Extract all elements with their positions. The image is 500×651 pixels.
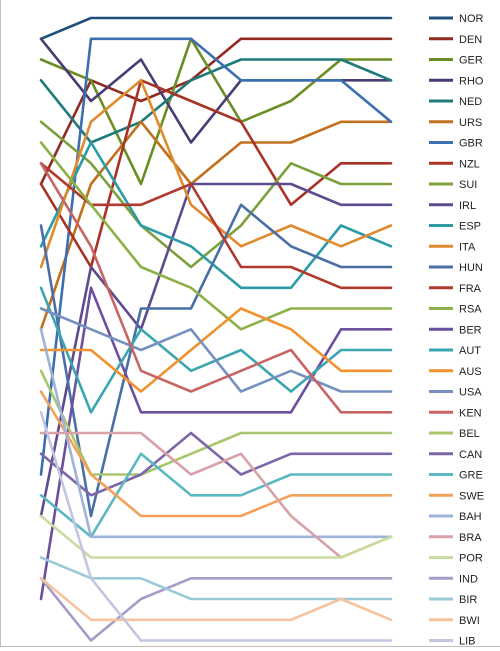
series-line-bah [39,328,393,539]
series-line-nzl [39,79,393,269]
series-line-bir [39,556,393,601]
series-line-ger [39,37,393,186]
series-layer [39,16,393,642]
legend-label-gbr: GBR [459,138,483,150]
legend-label-lib: LIB [459,636,476,647]
legend-label-aut: AUT [459,345,481,357]
series-line-bra [39,431,393,559]
legend-label-rsa: RSA [459,304,482,316]
legend-label-esp: ESP [459,221,481,233]
legend-label-fra: FRA [459,283,482,295]
series-line-rho [39,37,393,144]
series-line-gbr [39,37,393,476]
legend-label-ned: NED [459,96,482,108]
legend-label-swe: SWE [459,490,484,502]
legend-label-por: POR [459,553,483,565]
legend-label-ger: GER [459,55,483,67]
series-line-bwi [39,577,393,622]
series-line-fra [39,162,393,290]
legend-label-usa: USA [459,387,482,399]
series-line-ken [39,162,393,414]
series-line-lib [39,411,393,642]
legend-label-gre: GRE [459,470,483,482]
series-line-nor [39,16,393,41]
legend-label-den: DEN [459,34,482,46]
legend-label-sui: SUI [459,179,477,191]
legend-label-bwi: BWI [459,615,480,627]
legend-label-can: CAN [459,449,482,461]
legend-label-bah: BAH [459,511,482,523]
series-line-swe [39,390,393,518]
legend-label-bir: BIR [459,594,477,606]
series-line-ned [39,58,393,144]
legend-label-ken: KEN [459,407,482,419]
series-line-ita [39,79,393,269]
legend-label-bra: BRA [459,532,482,544]
legend-label-irl: IRL [459,200,476,212]
series-line-aut [39,286,393,414]
series-line-aus [39,307,393,393]
legend-label-bel: BEL [459,428,480,440]
series-line-sui [39,120,393,269]
legend-label-nor: NOR [459,13,484,25]
series-line-esp [39,141,393,290]
legend-label-nzl: NZL [459,158,480,170]
series-line-rsa [39,141,393,331]
legend-label-aus: AUS [459,366,482,378]
legend-label-hun: HUN [459,262,483,274]
legend: NOR DEN GER RHO NED URS GBR NZL SUI IRL ESP ITA HUN F… [429,13,484,648]
series-line-ind [39,577,393,642]
series-line-can [39,431,393,497]
series-line-bel [39,369,393,476]
series-line-gre [39,452,393,539]
legend-label-rho: RHO [459,75,484,87]
legend-label-ind: IND [459,573,478,585]
legend-label-urs: URS [459,117,482,129]
legend-label-ita: ITA [459,241,476,253]
series-line-irl [39,182,393,518]
legend-label-ber: BER [459,324,482,336]
series-line-por [39,514,393,559]
series-line-ber [39,286,393,601]
series-line-usa [39,307,393,393]
